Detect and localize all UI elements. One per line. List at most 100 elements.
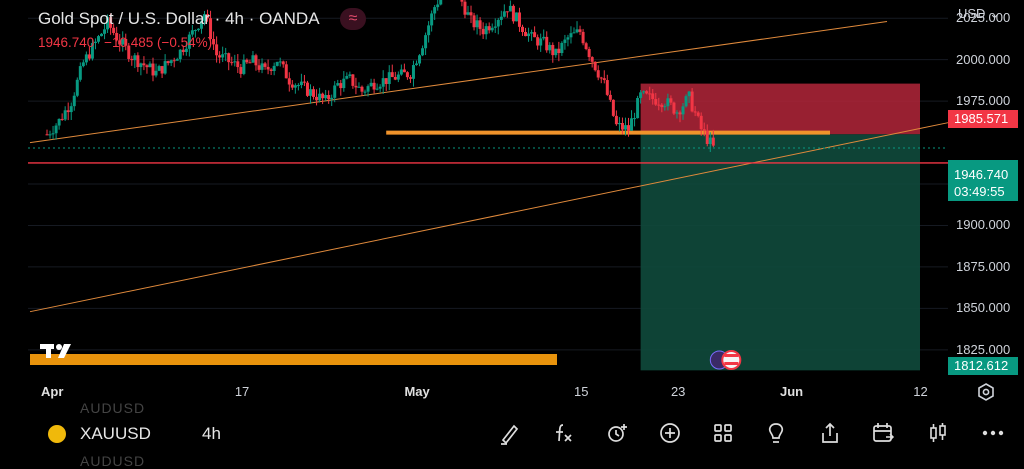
candle-body bbox=[84, 54, 88, 63]
candle-body bbox=[81, 62, 85, 67]
candle-body bbox=[708, 137, 712, 144]
candle-body bbox=[666, 98, 670, 107]
interval-selector[interactable]: 4h bbox=[202, 424, 221, 443]
gold-coin-icon bbox=[48, 425, 66, 443]
candle-body bbox=[187, 34, 191, 49]
time-axis-label: 17 bbox=[234, 384, 250, 399]
candle-body bbox=[433, 7, 437, 14]
candle-body bbox=[639, 92, 643, 99]
candle-body bbox=[175, 59, 179, 61]
candle-body bbox=[496, 19, 500, 27]
plus-circle-icon[interactable] bbox=[657, 420, 683, 446]
candle-body bbox=[227, 53, 231, 63]
candle-body bbox=[557, 48, 561, 54]
candle-body bbox=[436, 4, 440, 8]
candle-body bbox=[711, 137, 715, 146]
candle-body bbox=[575, 29, 579, 33]
candle-body bbox=[505, 11, 509, 13]
candle-body bbox=[620, 123, 624, 130]
candle-body bbox=[51, 133, 55, 135]
candle-body bbox=[157, 66, 161, 71]
candle-body bbox=[72, 95, 76, 107]
candle-body bbox=[233, 61, 237, 63]
candle-body bbox=[330, 97, 334, 100]
candle-body bbox=[514, 12, 518, 22]
candle-body bbox=[511, 5, 515, 22]
brush-icon[interactable] bbox=[497, 420, 523, 446]
currency-selector[interactable]: USD ⌄ bbox=[958, 6, 1000, 22]
candle-body bbox=[257, 65, 261, 70]
candle-body bbox=[381, 78, 385, 87]
candle-body bbox=[178, 49, 182, 60]
candle-body bbox=[48, 134, 52, 136]
candle-body bbox=[284, 64, 288, 79]
candle-body bbox=[493, 26, 497, 28]
current-price-label: 1946.740 bbox=[954, 167, 1009, 182]
bar-countdown: 03:49:55 bbox=[954, 184, 1005, 199]
candle-body bbox=[136, 55, 140, 68]
candle-body bbox=[139, 63, 143, 68]
candle-body bbox=[463, 1, 467, 15]
candle-body bbox=[693, 111, 697, 113]
flag-stripe bbox=[724, 362, 739, 365]
candle-body bbox=[96, 36, 100, 42]
candle-body bbox=[539, 38, 543, 46]
candle-body bbox=[542, 36, 546, 39]
candle-body bbox=[236, 61, 240, 68]
candle-body bbox=[75, 79, 79, 96]
last-price: 1946.740 bbox=[38, 35, 95, 50]
candle-body bbox=[287, 78, 291, 85]
candle-body bbox=[278, 61, 282, 63]
bottom-orange-bar bbox=[30, 354, 557, 365]
chart-settings-icon[interactable] bbox=[977, 383, 995, 401]
candle-body bbox=[478, 20, 482, 29]
bulb-icon[interactable] bbox=[763, 420, 789, 446]
time-axis-label: Jun bbox=[780, 384, 804, 399]
candle-body bbox=[290, 84, 294, 88]
candle-body bbox=[378, 86, 382, 89]
candle-body bbox=[675, 112, 679, 114]
candle-body bbox=[181, 49, 185, 53]
candle-body bbox=[705, 130, 709, 144]
alert-add-icon[interactable] bbox=[604, 420, 630, 446]
candle-body bbox=[100, 33, 104, 37]
time-axis-label: May bbox=[404, 384, 430, 399]
candle-body bbox=[415, 63, 418, 66]
more-icon[interactable] bbox=[980, 420, 1006, 446]
candle-body bbox=[148, 63, 152, 68]
candle-body bbox=[209, 18, 213, 40]
candle-body bbox=[308, 89, 312, 96]
candle-body bbox=[93, 41, 97, 43]
candle-body bbox=[408, 77, 412, 79]
candle-body bbox=[475, 20, 479, 28]
time-axis-label: Apr bbox=[41, 384, 64, 399]
price-axis-label: 2025.000 bbox=[956, 10, 1011, 26]
candle-body bbox=[645, 91, 649, 94]
take-profit-zone bbox=[640, 134, 920, 371]
chart-title[interactable]: Gold Spot / U.S. Dollar · 4h · OANDA bbox=[38, 9, 320, 28]
price-change-readout: 1946.740 −10.485 (−0.54%) bbox=[38, 35, 212, 50]
candle-body bbox=[393, 76, 397, 80]
share-icon[interactable] bbox=[817, 420, 843, 446]
wave-icon[interactable]: ≈ bbox=[340, 8, 366, 30]
candle-body bbox=[421, 48, 425, 56]
candle-body bbox=[333, 85, 337, 98]
function-icon[interactable] bbox=[550, 420, 576, 446]
candle-body bbox=[69, 106, 73, 113]
calendar-replay-icon[interactable] bbox=[870, 420, 896, 446]
candle-body bbox=[533, 32, 537, 38]
symbol-selector[interactable]: XAUUSD bbox=[80, 424, 151, 443]
candle-body bbox=[90, 42, 94, 59]
candle-body bbox=[169, 60, 173, 64]
candle-body bbox=[336, 83, 340, 86]
candles-icon[interactable] bbox=[925, 420, 951, 446]
candle-body bbox=[312, 89, 316, 97]
candle-body bbox=[390, 72, 394, 77]
price-axis-label: 1975.000 bbox=[956, 93, 1011, 109]
candle-body bbox=[602, 78, 606, 81]
candle-body bbox=[109, 17, 113, 28]
grid-icon[interactable] bbox=[710, 420, 736, 446]
candle-body bbox=[254, 55, 258, 66]
candle-body bbox=[657, 104, 661, 106]
